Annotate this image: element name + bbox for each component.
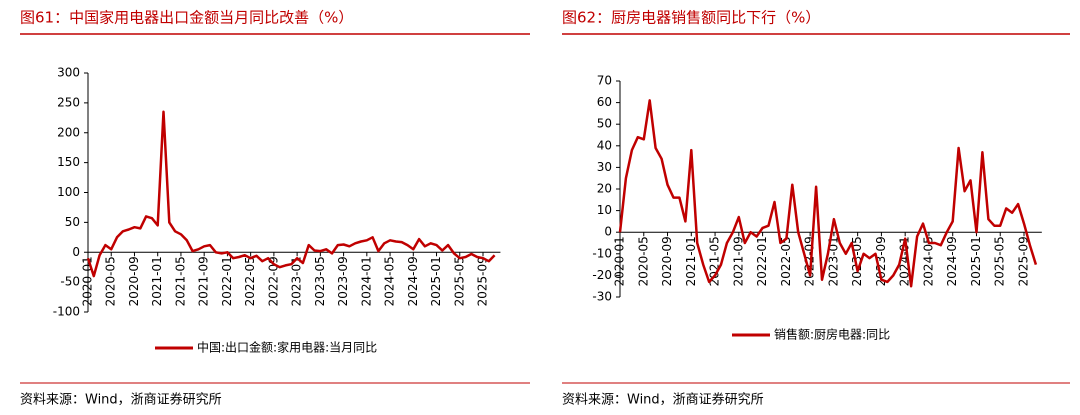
y-tick-label: 50 [65, 215, 80, 229]
x-tick-label: 2024-09 [945, 236, 959, 286]
x-tick-label: 2023-05 [313, 256, 327, 306]
y-tick-label: -20 [592, 268, 612, 282]
x-tick-label: 2022-09 [266, 256, 280, 306]
y-tick-label: 50 [597, 117, 612, 131]
x-tick-label: 2021-01 [684, 236, 698, 286]
source: 资料来源：Wind，浙商证券研究所 [562, 392, 764, 408]
x-tick-label: 2023-09 [874, 236, 888, 286]
x-tick-label: 2024-09 [406, 256, 420, 306]
x-tick-label: 2024-05 [383, 256, 397, 306]
x-tick-label: 2024-01 [898, 236, 912, 286]
y-tick-label: -30 [592, 290, 612, 304]
figure-title: 图62：厨房电器销售额同比下行（%） [562, 9, 820, 27]
y-tick-label: 200 [57, 125, 80, 139]
y-tick-label: 10 [597, 203, 612, 217]
source: 资料来源：Wind，浙商证券研究所 [20, 392, 222, 408]
x-tick-label: 2023-01 [290, 256, 304, 306]
y-tick-label: 0 [604, 225, 612, 239]
y-tick-label: -100 [53, 305, 80, 319]
y-tick-label: 30 [597, 160, 612, 174]
y-tick-label: 40 [597, 138, 612, 152]
x-tick-label: 2021-09 [197, 256, 211, 306]
x-tick-label: 2025-05 [452, 256, 466, 306]
x-tick-label: 2022-05 [779, 236, 793, 286]
legend-label: 中国:出口金额:家用电器:当月同比 [197, 340, 377, 355]
x-tick-label: 2020-05 [636, 236, 650, 286]
x-tick-label: 2020-09 [660, 236, 674, 286]
figure-title: 图61：中国家用电器出口金额当月同比改善（%） [20, 9, 353, 27]
x-tick-label: 2023-09 [336, 256, 350, 306]
x-tick-label: 2020-09 [127, 256, 141, 306]
x-tick-label: 2020-01 [613, 236, 627, 286]
x-tick-label: 2025-09 [476, 256, 490, 306]
series-line [86, 110, 496, 278]
y-tick-label: -10 [592, 246, 612, 260]
x-tick-label: 2024-05 [921, 236, 935, 286]
y-tick-label: 100 [57, 185, 80, 199]
y-tick-label: 20 [597, 182, 612, 196]
y-tick-label: 0 [72, 245, 80, 259]
series-line [618, 99, 1038, 288]
x-tick-label: 2022-01 [220, 256, 234, 306]
y-tick-label: 60 [597, 95, 612, 109]
y-tick-label: 250 [57, 95, 80, 109]
x-tick-label: 2020-01 [81, 256, 95, 306]
y-tick-label: 150 [57, 155, 80, 169]
x-tick-label: 2022-01 [755, 236, 769, 286]
y-tick-label: -50 [60, 275, 80, 289]
x-tick-label: 2021-01 [150, 256, 164, 306]
legend-label: 销售额:厨房电器:同比 [774, 327, 890, 342]
x-tick-label: 2024-01 [359, 256, 373, 306]
x-tick-label: 2025-01 [429, 256, 443, 306]
x-tick-label: 2020-05 [104, 256, 118, 306]
y-tick-label: 70 [597, 74, 612, 88]
x-tick-label: 2025-01 [969, 236, 983, 286]
x-tick-label: 2021-05 [708, 236, 722, 286]
x-tick-label: 2021-05 [173, 256, 187, 306]
x-tick-label: 2025-05 [993, 236, 1007, 286]
x-tick-label: 2022-05 [243, 256, 257, 306]
x-tick-label: 2025-09 [1017, 236, 1031, 286]
y-tick-label: 300 [57, 66, 80, 80]
x-tick-label: 2021-09 [731, 236, 745, 286]
x-tick-label: 2022-09 [803, 236, 817, 286]
